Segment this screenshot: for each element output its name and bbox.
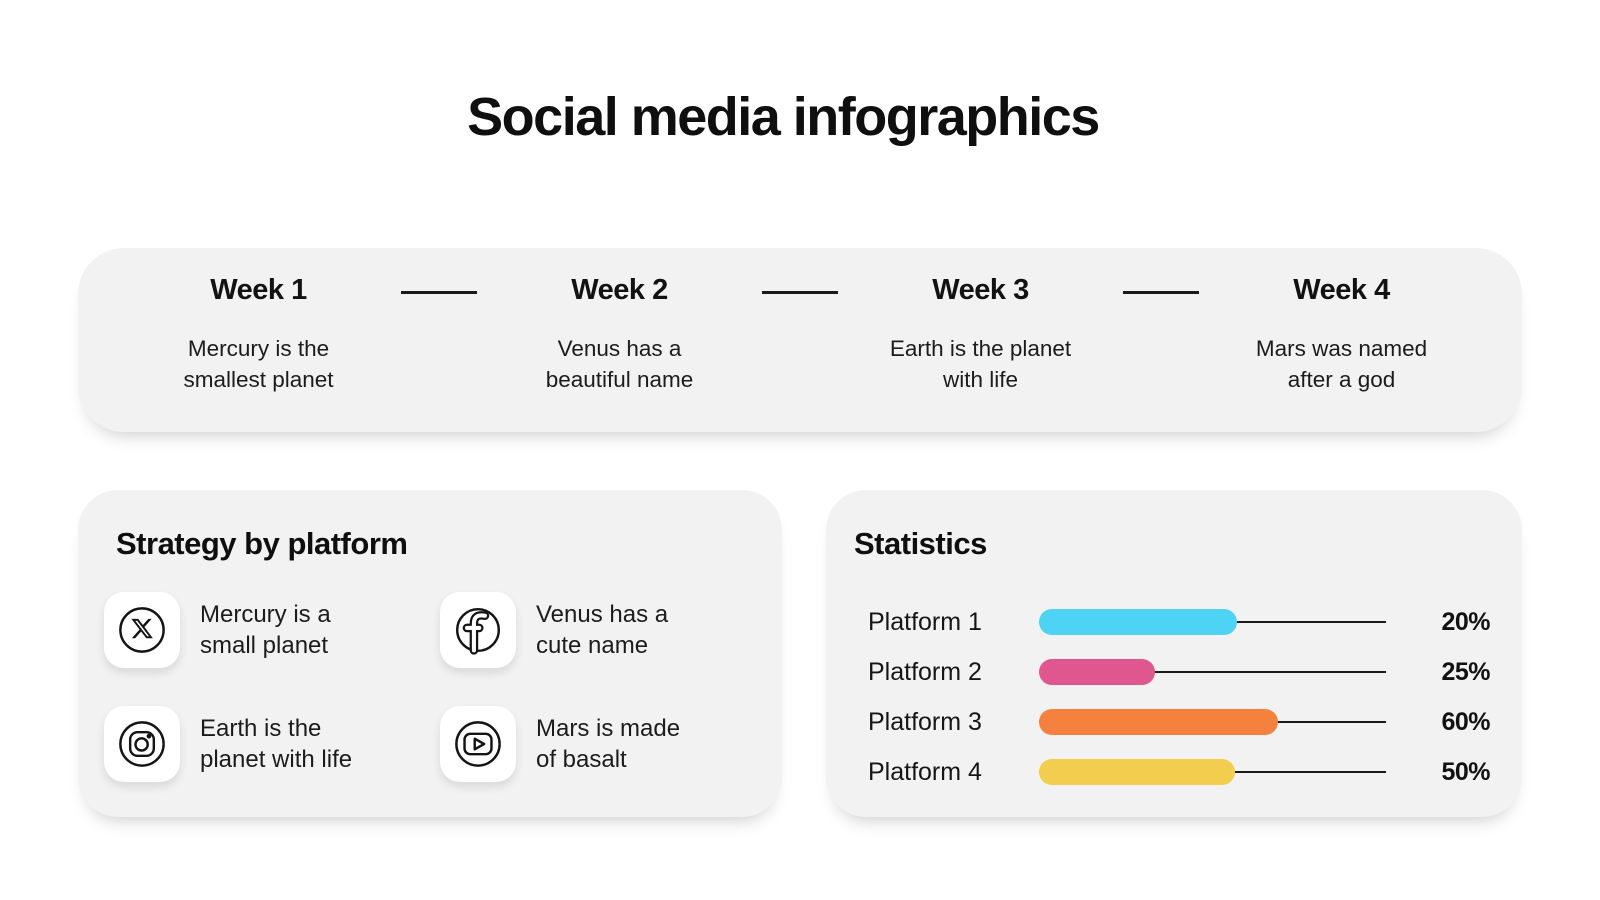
stat-track	[1039, 609, 1386, 635]
stat-track	[1039, 759, 1386, 785]
timeline-week-1: Week 1 Mercury is the smallest planet	[78, 274, 439, 432]
strategy-item-youtube: Mars is made of basalt	[440, 706, 776, 782]
stat-bar	[1039, 709, 1278, 735]
week-label: Week 4	[1293, 274, 1390, 306]
week-description-line: Mars was named	[1255, 336, 1428, 361]
week-description: Venus has a beautiful name	[439, 333, 800, 395]
stat-row-platform-1: Platform 1 20%	[826, 597, 1522, 647]
strategy-text-line: Mercury is a	[200, 601, 331, 628]
strategy-heading: Strategy by platform	[116, 526, 408, 561]
strategy-item-text: Earth is the planet with life	[200, 713, 352, 775]
stat-track	[1039, 659, 1386, 685]
strategy-item-instagram: Earth is the planet with life	[104, 706, 440, 782]
strategy-item-text: Mars is made of basalt	[536, 713, 680, 775]
strategy-grid: Mercury is a small planet Venus has a cu…	[104, 592, 776, 782]
stat-row-platform-4: Platform 4 50%	[826, 747, 1522, 797]
strategy-text-line: small planet	[200, 632, 329, 659]
stat-label: Platform 2	[868, 657, 982, 686]
timeline-separator	[1123, 291, 1199, 294]
strategy-item-text: Venus has a cute name	[536, 599, 668, 661]
youtube-icon	[440, 706, 516, 782]
stat-percent: 20%	[1441, 607, 1490, 636]
leader-line	[1039, 671, 1386, 673]
stat-bar	[1039, 659, 1155, 685]
stat-track	[1039, 709, 1386, 735]
timeline-week-3: Week 3 Earth is the planet with life	[800, 274, 1161, 432]
week-description-line: with life	[942, 367, 1019, 392]
strategy-item-x: Mercury is a small planet	[104, 592, 440, 668]
stat-percent: 50%	[1441, 757, 1490, 786]
stat-label: Platform 3	[868, 707, 982, 736]
strategy-text-line: of basalt	[536, 746, 627, 773]
timeline-week-4: Week 4 Mars was named after a god	[1161, 274, 1522, 432]
page-title: Social media infographics	[467, 87, 1100, 147]
stat-label: Platform 1	[868, 607, 982, 636]
stat-row-platform-2: Platform 2 25%	[826, 647, 1522, 697]
strategy-text-line: cute name	[536, 632, 649, 659]
timeline-separator	[762, 291, 838, 294]
stat-percent: 25%	[1441, 657, 1490, 686]
week-description-line: after a god	[1287, 367, 1396, 392]
timeline-separator	[401, 291, 477, 294]
week-description: Earth is the planet with life	[800, 333, 1161, 395]
instagram-icon	[104, 706, 180, 782]
stat-row-platform-3: Platform 3 60%	[826, 697, 1522, 747]
week-label: Week 3	[932, 274, 1029, 306]
strategy-text-line: Venus has a	[536, 601, 669, 628]
timeline-week-2: Week 2 Venus has a beautiful name	[439, 274, 800, 432]
stat-bar	[1039, 609, 1237, 635]
statistics-card: Statistics Platform 1 20% Platform 2 25%…	[826, 490, 1522, 817]
week-description-line: Earth is the planet	[889, 336, 1072, 361]
week-label: Week 1	[210, 274, 307, 306]
stat-bar	[1039, 759, 1235, 785]
week-description: Mars was named after a god	[1161, 333, 1522, 395]
strategy-item-text: Mercury is a small planet	[200, 599, 331, 661]
week-description-line: beautiful name	[545, 367, 694, 392]
week-description-line: Venus has a	[557, 336, 682, 361]
strategy-item-facebook: Venus has a cute name	[440, 592, 776, 668]
stat-percent: 60%	[1441, 707, 1490, 736]
week-label: Week 2	[571, 274, 668, 306]
strategy-text-line: Earth is the	[200, 715, 322, 742]
statistics-heading: Statistics	[854, 526, 987, 561]
strategy-text-line: Mars is made	[536, 715, 681, 742]
week-description: Mercury is the smallest planet	[78, 333, 439, 395]
strategy-card: Strategy by platform Mercury is a small …	[78, 490, 782, 817]
timeline-card: Week 1 Mercury is the smallest planet We…	[78, 248, 1522, 432]
x-twitter-icon	[104, 592, 180, 668]
strategy-text-line: planet with life	[200, 746, 353, 773]
week-description-line: Mercury is the	[187, 336, 330, 361]
week-description-line: smallest planet	[183, 367, 334, 392]
statistics-rows: Platform 1 20% Platform 2 25% Platform 3…	[826, 597, 1522, 797]
stat-label: Platform 4	[868, 757, 982, 786]
facebook-icon	[440, 592, 516, 668]
